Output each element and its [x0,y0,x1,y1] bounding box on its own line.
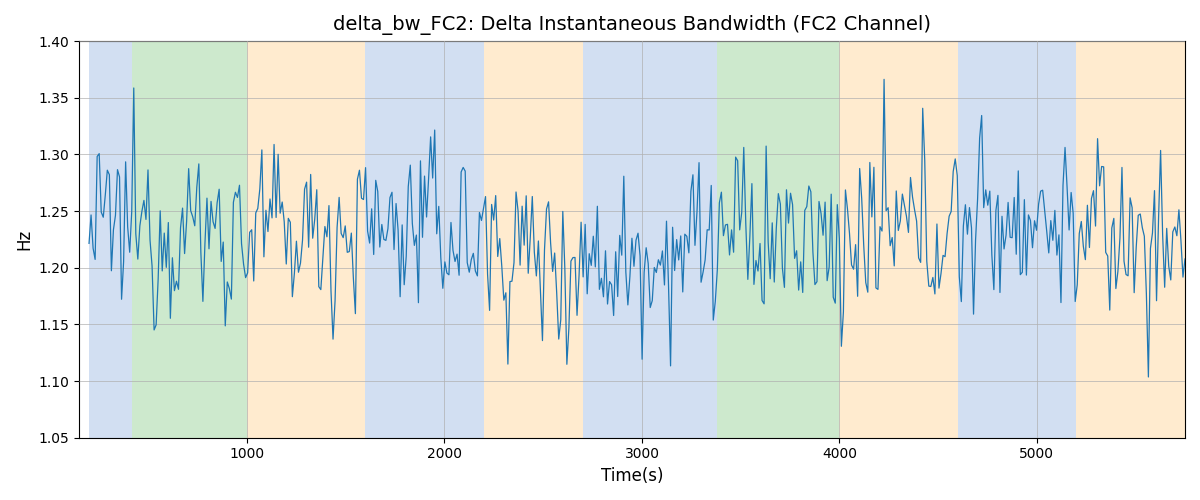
Bar [1076,41,1186,438]
Bar [132,41,247,438]
Bar [89,41,132,438]
Bar [958,41,1076,438]
Title: delta_bw_FC2: Delta Instantaneous Bandwidth (FC2 Channel): delta_bw_FC2: Delta Instantaneous Bandwi… [334,15,931,35]
Bar [716,41,840,438]
X-axis label: Time(s): Time(s) [601,467,664,485]
Bar [366,41,484,438]
Bar [484,41,583,438]
Y-axis label: Hz: Hz [14,229,32,250]
Bar [840,41,958,438]
Bar [247,41,366,438]
Bar [583,41,716,438]
